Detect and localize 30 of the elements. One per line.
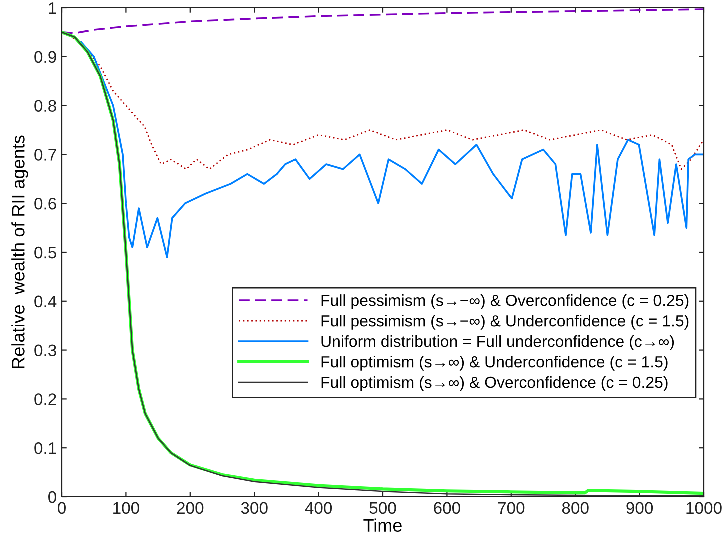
legend-label: Full pessimism (s→−∞) & Overconfidence (c = 0.25)	[322, 294, 689, 310]
x-tick-label: 900	[626, 502, 654, 514]
line-series	[80, 41, 704, 258]
x-tick-label: 1000	[686, 502, 722, 514]
legend-label: Uniform distribution = Full underconfidence (c→∞)	[322, 336, 674, 350]
x-tick-label: 300	[241, 502, 268, 514]
x-tick-label: 200	[177, 502, 204, 514]
y-axis-title: Relative wealth of RII agents	[12, 136, 28, 368]
legend-label: Full optimism (s→∞) & Overconfidence (c = 0.25)	[322, 376, 668, 392]
x-tick-label: 400	[305, 502, 332, 514]
x-tick-label: 600	[434, 502, 460, 514]
y-tick-label: 0	[48, 491, 56, 504]
x-tick-label: 0	[58, 502, 66, 514]
legend-label: Full pessimism (s→−∞) & Underconfidence (c = 1.5)	[322, 315, 689, 330]
legend-label: Full optimism (s→∞) & Underconfidence (c = 1.5)	[322, 356, 668, 371]
x-tick-label: 100	[114, 502, 140, 514]
y-tick-label: 0.9	[34, 51, 56, 64]
x-axis-title: Time	[364, 518, 402, 532]
y-tick-label: 0.2	[34, 394, 56, 406]
y-tick-label: 0.5	[34, 246, 56, 259]
y-tick-label: 1	[49, 2, 56, 14]
x-tick-label: 700	[498, 502, 525, 514]
x-tick-label: 500	[370, 502, 396, 514]
y-tick-label: 0.3	[34, 344, 56, 357]
y-tick-label: 0.1	[34, 442, 56, 454]
y-tick-label: 0.7	[34, 149, 56, 161]
y-tick-label: 0.8	[34, 100, 56, 112]
y-tick-label: 0.6	[34, 198, 56, 210]
y-tick-label: 0.4	[34, 296, 57, 308]
x-tick-label: 800	[562, 502, 589, 514]
